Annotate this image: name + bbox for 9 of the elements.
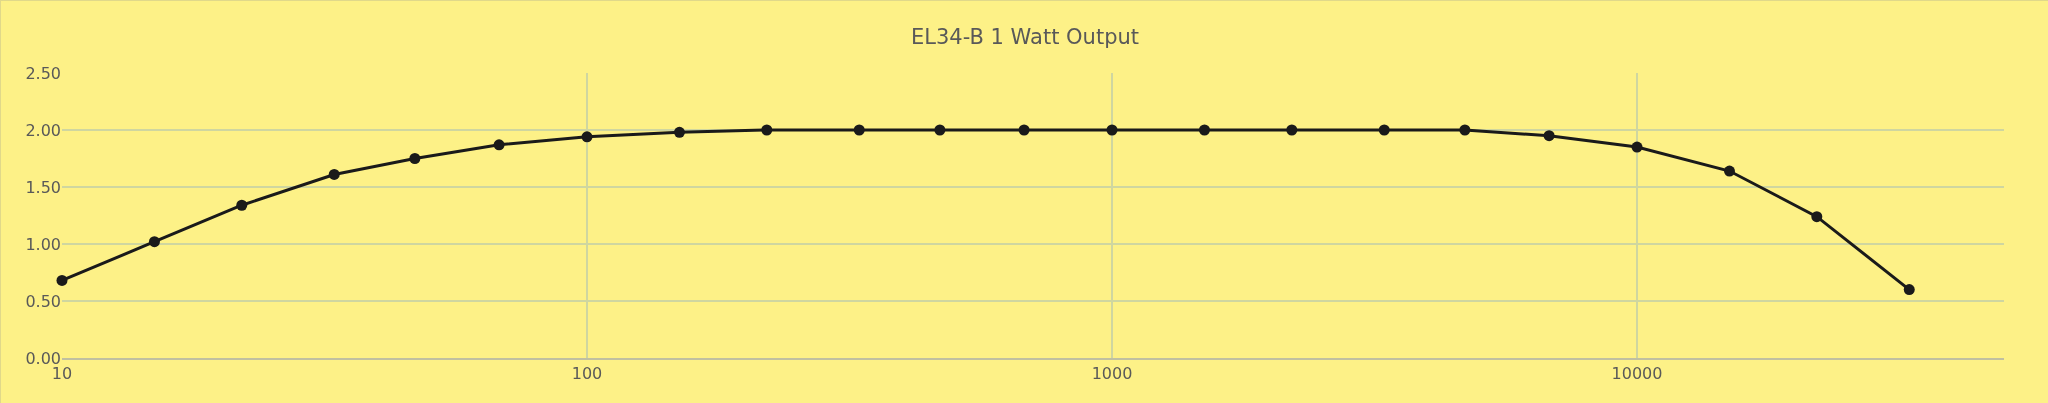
x-tick-label: 10000 — [1611, 363, 1663, 383]
y-tick-label: 2.50 — [25, 63, 61, 83]
y-tick-label: 0.50 — [25, 291, 61, 311]
x-tick-label: 1000 — [1091, 363, 1133, 383]
chart-title: EL34-B 1 Watt Output — [910, 24, 1140, 49]
y-tick-label: 1.50 — [25, 177, 61, 197]
y-tick-label: 1.00 — [25, 234, 61, 254]
x-tick-label: 100 — [571, 363, 603, 383]
y-tick-label: 2.00 — [25, 120, 61, 140]
